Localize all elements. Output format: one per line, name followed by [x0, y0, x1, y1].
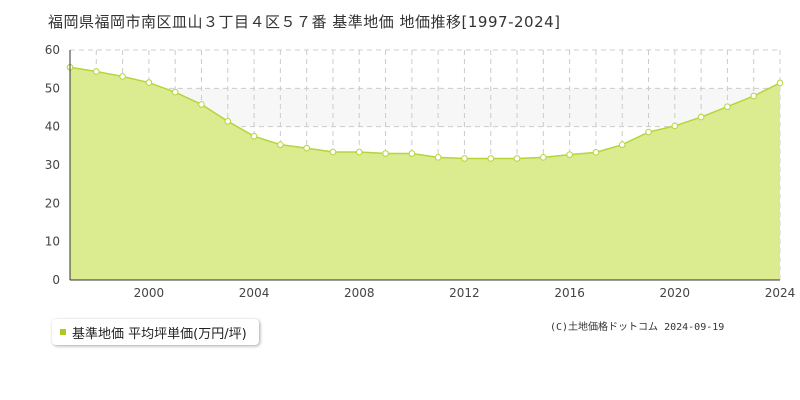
data-point [618, 141, 626, 148]
x-tick-labels: 2000 2004 2008 2012 2016 2020 2024 [134, 286, 796, 300]
x-tick-label: 2016 [554, 286, 585, 300]
data-point [224, 118, 232, 125]
y-tick-label: 30 [45, 158, 60, 172]
y-tick-label: 50 [45, 81, 60, 95]
y-tick-label: 20 [45, 196, 60, 210]
data-point [697, 113, 705, 121]
legend-swatch [60, 329, 66, 335]
data-point [724, 103, 731, 111]
data-point [92, 68, 100, 75]
x-tick-label: 2024 [765, 286, 796, 300]
data-point [277, 141, 284, 148]
data-point [566, 151, 573, 158]
legend-label: 基準地価 平均坪単価(万円/坪) [72, 326, 247, 342]
series-points [66, 63, 784, 162]
y-tick-labels: 0 10 20 30 40 50 60 [45, 43, 60, 287]
data-point [408, 150, 416, 157]
data-point [145, 79, 153, 86]
data-point [329, 148, 337, 156]
data-point [198, 101, 205, 108]
copyright-text: (C)土地価格ドットコム 2024-09-19 [550, 322, 725, 333]
data-point [776, 79, 784, 87]
data-point [645, 128, 652, 136]
x-tick-label: 2012 [449, 286, 480, 300]
y-tick-label: 40 [45, 120, 60, 134]
data-point [382, 150, 389, 157]
data-point [671, 122, 679, 130]
data-point [487, 155, 495, 162]
data-point [461, 155, 468, 162]
y-tick-label: 60 [45, 43, 60, 57]
y-tick-label: 0 [52, 273, 60, 287]
data-point [540, 154, 547, 161]
chart-title: 福岡県福岡市南区皿山３丁目４区５７番 基準地価 地価推移[1997-2024] [48, 13, 561, 31]
data-point [119, 73, 126, 80]
x-tick-label: 2008 [344, 286, 375, 300]
data-point [303, 144, 310, 152]
series-line [69, 66, 781, 160]
data-point [750, 92, 758, 100]
data-point [592, 149, 600, 156]
series-area [70, 67, 780, 280]
x-tick-label: 2020 [660, 286, 691, 300]
legend: 基準地価 平均坪単価(万円/坪) [52, 319, 259, 345]
data-point [513, 155, 521, 162]
data-point [250, 132, 258, 140]
x-tick-label: 2000 [134, 286, 165, 300]
data-point [355, 148, 363, 156]
data-point [434, 154, 442, 161]
x-tick-label: 2004 [239, 286, 270, 300]
y-tick-label: 10 [45, 235, 60, 249]
data-point [171, 88, 179, 96]
